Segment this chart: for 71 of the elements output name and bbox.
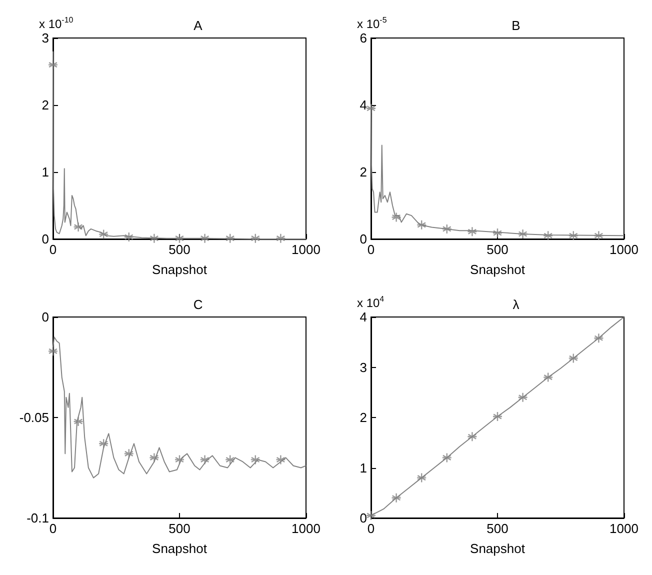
y-tick-label: 0 <box>42 232 49 246</box>
y-tick-label: -0.1 <box>26 510 49 526</box>
point <box>416 472 427 483</box>
y-tick-label: 4 <box>360 310 367 324</box>
point <box>225 233 236 244</box>
point <box>149 233 160 244</box>
point <box>568 230 578 241</box>
point <box>366 510 376 521</box>
x-axis-title: Snapshot <box>470 541 526 556</box>
y-tick-label: 0 <box>360 510 367 526</box>
point <box>467 431 478 442</box>
point <box>174 454 185 465</box>
point <box>391 212 402 222</box>
y-tick-label: 4 <box>360 98 367 112</box>
point <box>442 452 452 463</box>
point <box>48 60 58 70</box>
point <box>200 233 210 244</box>
y-tick-label: 2 <box>360 410 367 425</box>
point <box>73 222 84 232</box>
point <box>416 220 427 230</box>
y-tick-label: 2 <box>42 98 49 112</box>
y-tick-label: 0 <box>42 310 49 324</box>
x-axis-title: Snapshot <box>152 262 208 277</box>
chart-title: C <box>193 297 203 312</box>
point <box>492 411 503 422</box>
point <box>98 229 109 240</box>
point <box>250 233 260 244</box>
point <box>594 333 604 344</box>
y-tick-label: 6 <box>360 30 367 46</box>
point <box>543 372 554 382</box>
line-series <box>370 316 624 516</box>
x-tick-label: 1000 <box>292 521 320 536</box>
x-tick-label: 1000 <box>610 242 638 257</box>
x-axis-title: Snapshot <box>470 262 526 277</box>
point <box>174 233 185 244</box>
point <box>124 448 134 459</box>
chart-title: λ <box>512 297 520 312</box>
x-tick-label: 500 <box>168 242 190 257</box>
point <box>594 230 604 241</box>
x-tick-label: 500 <box>168 521 190 536</box>
y-tick-label: 2 <box>360 164 367 180</box>
x-tick-label: 500 <box>486 242 508 257</box>
point <box>98 438 109 449</box>
point <box>276 454 286 465</box>
point <box>391 492 402 503</box>
x-tick-label: 500 <box>486 521 508 536</box>
point <box>543 230 554 241</box>
point <box>492 228 503 238</box>
point <box>73 416 84 427</box>
point <box>225 454 236 465</box>
point <box>276 233 286 244</box>
x-axis-title: Snapshot <box>152 541 208 556</box>
point <box>467 226 478 237</box>
y-tick-label: 3 <box>360 360 367 375</box>
point <box>518 228 528 240</box>
point <box>568 353 578 364</box>
x-tick-label: 1000 <box>610 521 638 536</box>
point <box>124 232 134 242</box>
point <box>149 452 160 463</box>
y-tick-label: 1 <box>42 164 49 180</box>
x-tick-label: 1000 <box>292 242 320 257</box>
y-tick-label: 3 <box>42 30 49 46</box>
point <box>200 454 210 465</box>
y-tick-label: 1 <box>360 460 367 476</box>
point <box>518 392 528 402</box>
point <box>250 454 260 465</box>
y-tick-label: 0 <box>360 232 367 246</box>
chart-title: A <box>194 18 203 33</box>
chart-title: B <box>512 18 520 33</box>
y-tick-label: -0.05 <box>19 410 49 425</box>
point <box>442 224 452 234</box>
